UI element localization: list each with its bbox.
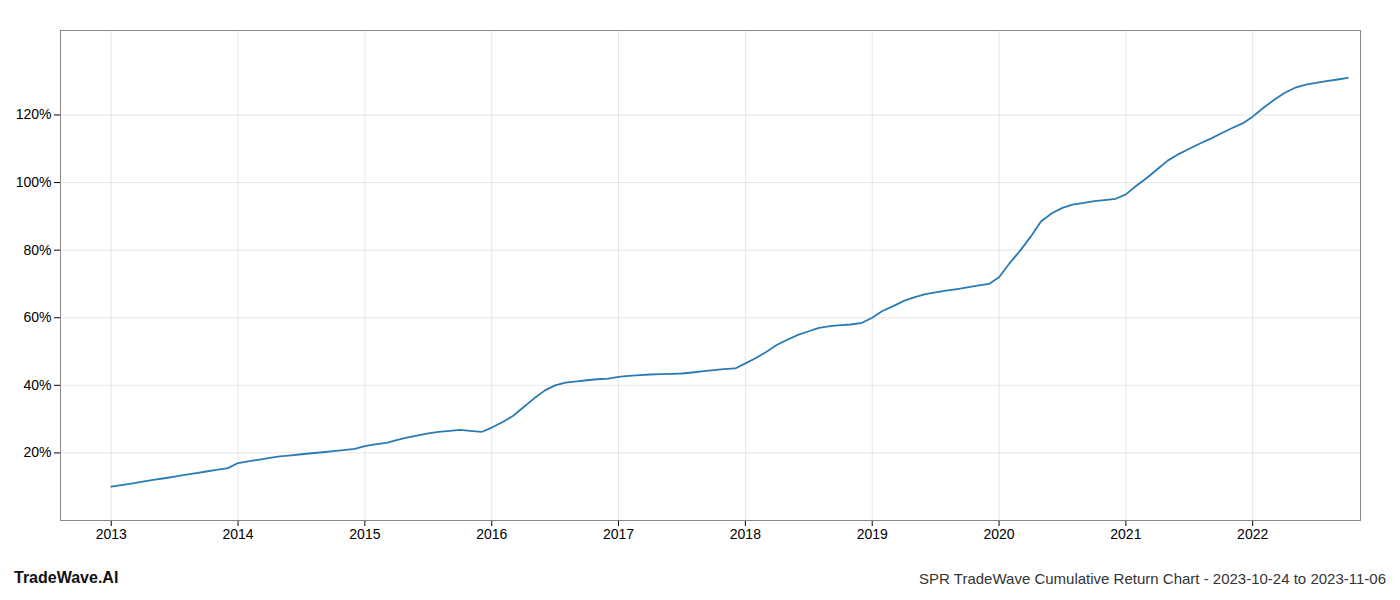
svg-text:60%: 60% xyxy=(23,309,51,325)
svg-text:2014: 2014 xyxy=(222,526,253,542)
svg-text:80%: 80% xyxy=(23,242,51,258)
svg-text:2022: 2022 xyxy=(1237,526,1268,542)
svg-text:2019: 2019 xyxy=(857,526,888,542)
svg-text:2017: 2017 xyxy=(603,526,634,542)
svg-text:40%: 40% xyxy=(23,377,51,393)
svg-text:20%: 20% xyxy=(23,444,51,460)
html-text:SPR TradeWave Cumulative Retur: SPR TradeWave Cumulative Return Chart - … xyxy=(919,569,1386,587)
svg-text:2016: 2016 xyxy=(476,526,507,542)
svg-text:2015: 2015 xyxy=(349,526,380,542)
svg-text:100%: 100% xyxy=(16,174,52,190)
svg-text:2021: 2021 xyxy=(1110,526,1141,542)
html-text:TradeWave.AI: TradeWave.AI xyxy=(14,569,119,586)
svg-text:120%: 120% xyxy=(16,106,52,122)
svg-text:2018: 2018 xyxy=(730,526,761,542)
svg-text:2020: 2020 xyxy=(983,526,1014,542)
svg-text:2013: 2013 xyxy=(96,526,127,542)
